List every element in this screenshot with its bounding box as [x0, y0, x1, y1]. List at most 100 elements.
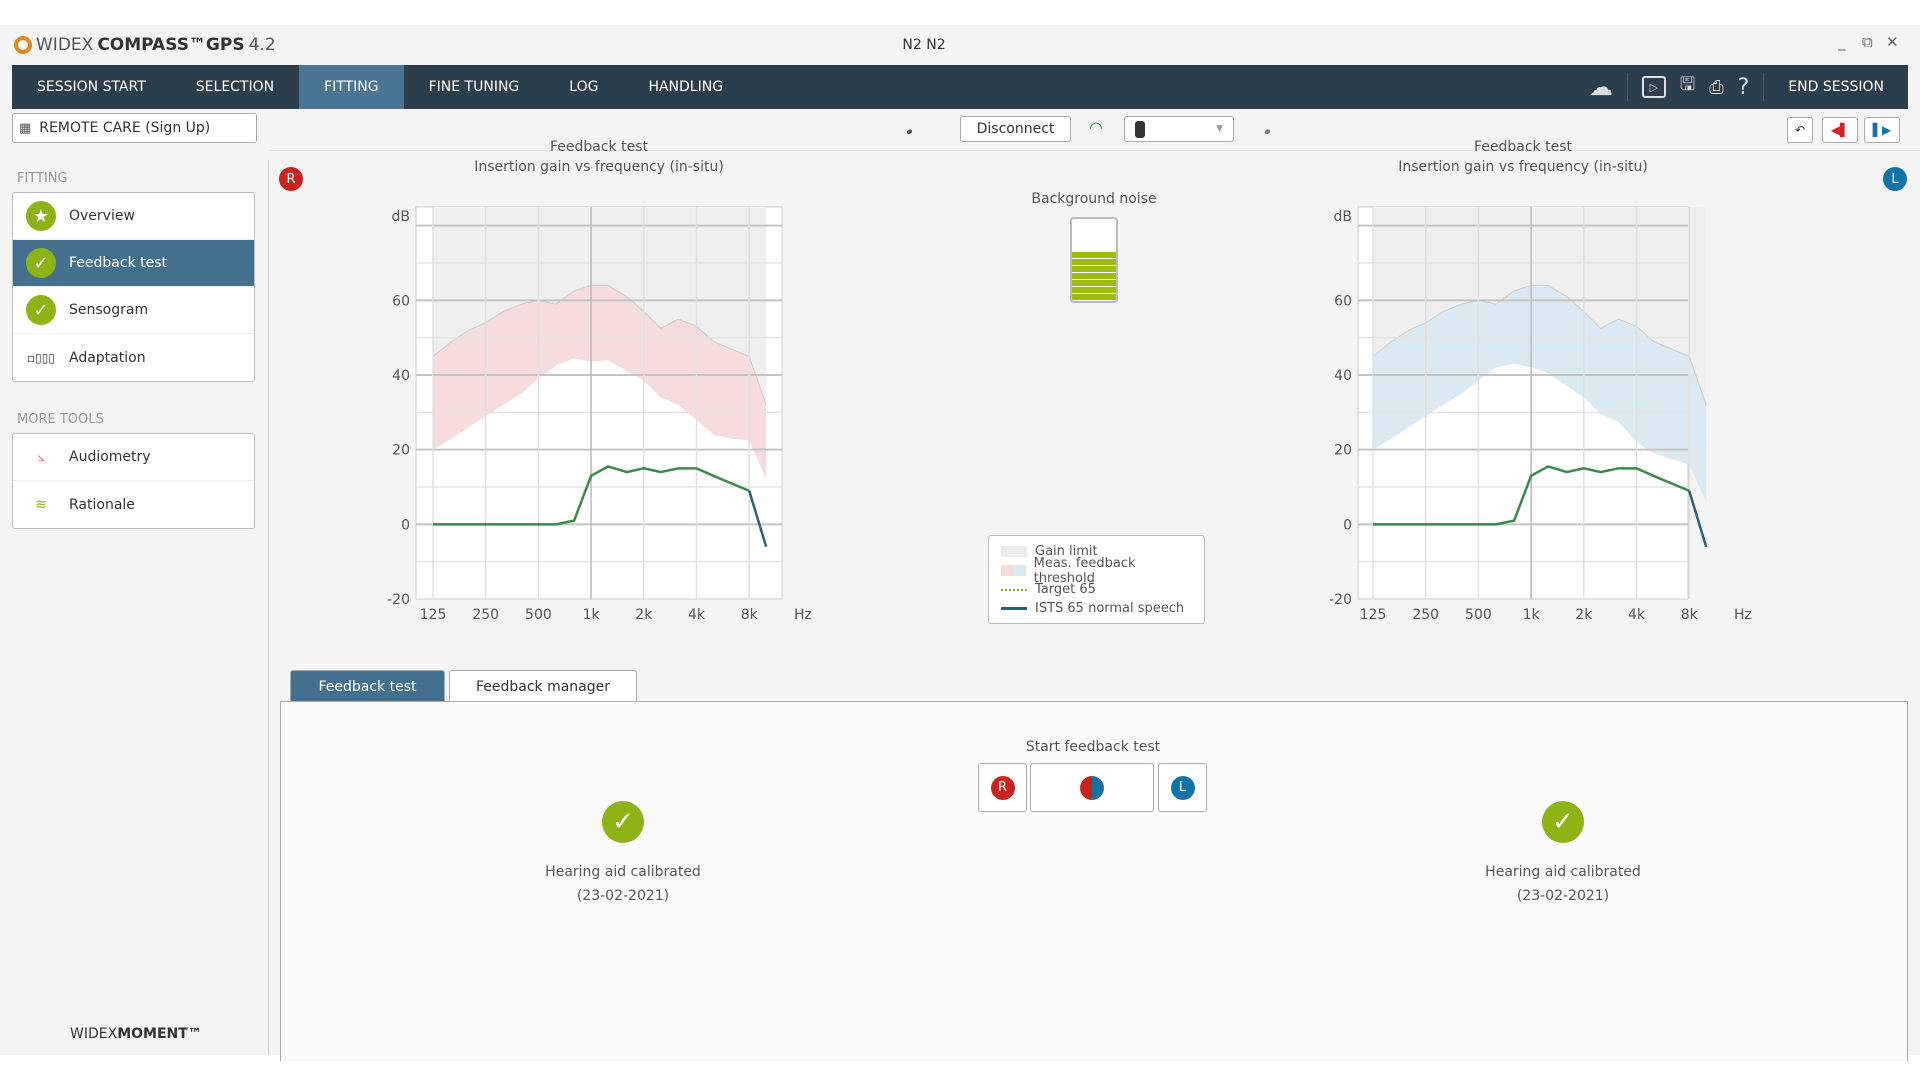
- x-tick-label: 4k: [1628, 607, 1646, 623]
- remote-care-label: REMOTE CARE (Sign Up): [39, 120, 211, 136]
- device-dropdown[interactable]: ▼: [1124, 116, 1234, 142]
- sidebar-item-label: Sensogram: [69, 302, 149, 318]
- right-ear-icon: R: [990, 775, 1015, 800]
- y-tick-label: -20: [387, 592, 410, 608]
- feedback-threshold-area: [433, 285, 767, 480]
- y-axis-unit: dB: [392, 209, 411, 225]
- ists-swatch: [1001, 607, 1027, 610]
- sidebar-item-label: Audiometry: [69, 449, 151, 465]
- sidebar-item-rationale[interactable]: ≋ Rationale: [13, 481, 254, 528]
- app-window: WIDEX COMPASS™GPS 4.2 N2 N2 _ ⧉ ✕ SESSION…: [0, 25, 1920, 1061]
- window-title: N2 N2: [902, 37, 946, 53]
- sidebar-item-audiometry[interactable]: ⦣ Audiometry: [13, 434, 254, 481]
- ists65-line-tail: [1688, 490, 1708, 548]
- x-tick-label: 125: [1360, 607, 1387, 623]
- left-ear-icon: L: [1170, 775, 1195, 800]
- sidebar-item-overview[interactable]: ★ Overview: [13, 193, 254, 240]
- title-bar: WIDEX COMPASS™GPS 4.2 N2 N2 _ ⧉ ✕: [0, 25, 1920, 65]
- plot-area: 125 250 500 1k 2k 4k 8k Hz -20 0 20 40 60 dB: [387, 206, 812, 623]
- rationale-icon: ≋: [35, 496, 47, 513]
- reset-button[interactable]: ↶: [1787, 117, 1813, 143]
- background-noise-meter: [1070, 217, 1118, 303]
- gain-limit-line: [1372, 284, 1707, 406]
- help-icon[interactable]: ?: [1737, 74, 1750, 100]
- tab-session-start[interactable]: SESSION START: [37, 79, 146, 95]
- x-tick-label: 4k: [688, 607, 706, 623]
- right-ear-badge: R: [279, 167, 303, 191]
- x-tick-label: 8k: [1681, 607, 1699, 623]
- main-nav: SESSION START SELECTION FITTING FINE TUN…: [12, 65, 1908, 109]
- play-icon[interactable]: ▷: [1641, 76, 1666, 98]
- mute-left-button[interactable]: ▌▶: [1864, 117, 1900, 143]
- sidebar-item-sensogram[interactable]: ✓ Sensogram: [13, 287, 254, 334]
- brand-name: WIDEX: [36, 35, 94, 55]
- remote-care-button[interactable]: ▦ REMOTE CARE (Sign Up): [12, 113, 257, 143]
- disconnect-button[interactable]: Disconnect: [960, 116, 1071, 142]
- tab-selection[interactable]: SELECTION: [195, 79, 275, 95]
- legend-target: Target 65: [1001, 580, 1192, 599]
- streamer-device-icon: [1135, 120, 1145, 138]
- x-tick-label: 1k: [583, 607, 601, 623]
- brand-product: COMPASS™GPS: [97, 35, 245, 55]
- tab-log[interactable]: LOG: [569, 79, 599, 95]
- mute-left-icon: ▌▶: [1872, 123, 1892, 137]
- tab-handling[interactable]: HANDLING: [648, 79, 724, 95]
- x-tick-label: 2k: [1575, 607, 1593, 623]
- threshold-swatch: [1001, 565, 1026, 576]
- legend-threshold: Meas. feedback threshold: [1001, 556, 1192, 586]
- sidebar-item-feedback-test[interactable]: ✓ Feedback test: [13, 240, 254, 287]
- minimize-icon[interactable]: _: [1838, 33, 1846, 51]
- right-calibration-status: Hearing aid calibrated (23-02-2021): [545, 864, 701, 904]
- feedback-test-panel: [280, 701, 1908, 1061]
- start-both-button[interactable]: [1030, 763, 1154, 812]
- left-ear-chart: Feedback test Insertion gain vs frequency…: [1298, 137, 1752, 639]
- save-icon[interactable]: 🖫: [1679, 74, 1696, 95]
- hearing-aid-right-icon: 𝅘: [906, 115, 913, 140]
- sidebar-item-label: Adaptation: [69, 349, 146, 366]
- ists65-line: [433, 465, 750, 526]
- start-left-button[interactable]: L: [1158, 763, 1207, 812]
- wireless-signal-icon: ◠: [1089, 118, 1103, 137]
- widex-moment-logo: WIDEXMOMENT™: [70, 1026, 202, 1042]
- chart-legend: Gain limit Meas. feedback threshold Targ…: [988, 535, 1205, 624]
- x-axis-unit: Hz: [1734, 607, 1752, 623]
- close-icon[interactable]: ✕: [1886, 33, 1899, 51]
- start-right-button[interactable]: R: [978, 763, 1027, 812]
- y-tick-label: 0: [401, 517, 410, 533]
- chart-svg: 125 250 500 1k 2k 4k 8k Hz -20 0 20 40 60 dB: [1329, 206, 1752, 623]
- end-session-button[interactable]: END SESSION: [1788, 79, 1884, 95]
- legend-ists: ISTS 65 normal speech: [1001, 599, 1192, 618]
- mute-right-button[interactable]: ◀▌: [1822, 117, 1858, 143]
- chart-title: Feedback test: [549, 139, 648, 155]
- y-tick-label: -20: [1329, 592, 1352, 608]
- sidebar-item-adaptation[interactable]: ▫▯▯▯ Adaptation: [13, 334, 254, 381]
- chart-subtitle: Insertion gain vs frequency (in-situ): [1398, 159, 1648, 175]
- tab-fitting[interactable]: FITTING: [299, 65, 404, 109]
- y-tick-label: 0: [1343, 517, 1352, 533]
- x-tick-label: 8k: [741, 607, 759, 623]
- x-tick-label: 1k: [1523, 607, 1541, 623]
- adaptation-bars-icon: ▫▯▯▯: [27, 350, 55, 365]
- ists65-line: [1373, 465, 1690, 526]
- sidebar-item-label: Overview: [69, 208, 135, 224]
- tab-fine-tuning[interactable]: FINE TUNING: [428, 79, 520, 95]
- remote-care-icon: ▦: [19, 120, 32, 136]
- tab-feedback-manager[interactable]: Feedback manager: [449, 670, 637, 702]
- sidebar-item-label: Feedback test: [69, 255, 168, 271]
- app-logo: WIDEX COMPASS™GPS 4.2: [14, 35, 276, 55]
- gain-limit-area: [433, 207, 767, 405]
- tab-feedback-test[interactable]: Feedback test: [290, 670, 445, 702]
- check-icon: ✓: [26, 295, 56, 325]
- star-icon: ★: [26, 201, 56, 231]
- fitting-header: FITTING: [17, 171, 68, 186]
- y-tick-label: 40: [1334, 368, 1352, 384]
- chart-subtitle: Insertion gain vs frequency (in-situ): [474, 159, 724, 175]
- x-tick-label: 250: [1412, 607, 1439, 623]
- restore-icon[interactable]: ⧉: [1862, 33, 1873, 51]
- cloud-icon[interactable]: ☁: [1588, 73, 1613, 101]
- app-version: 4.2: [248, 35, 276, 55]
- compass-logo-icon: [14, 36, 32, 54]
- mute-right-icon: ◀▌: [1830, 123, 1850, 137]
- chevron-down-icon: ▼: [1216, 124, 1223, 134]
- print-icon[interactable]: ⎙: [1709, 76, 1724, 98]
